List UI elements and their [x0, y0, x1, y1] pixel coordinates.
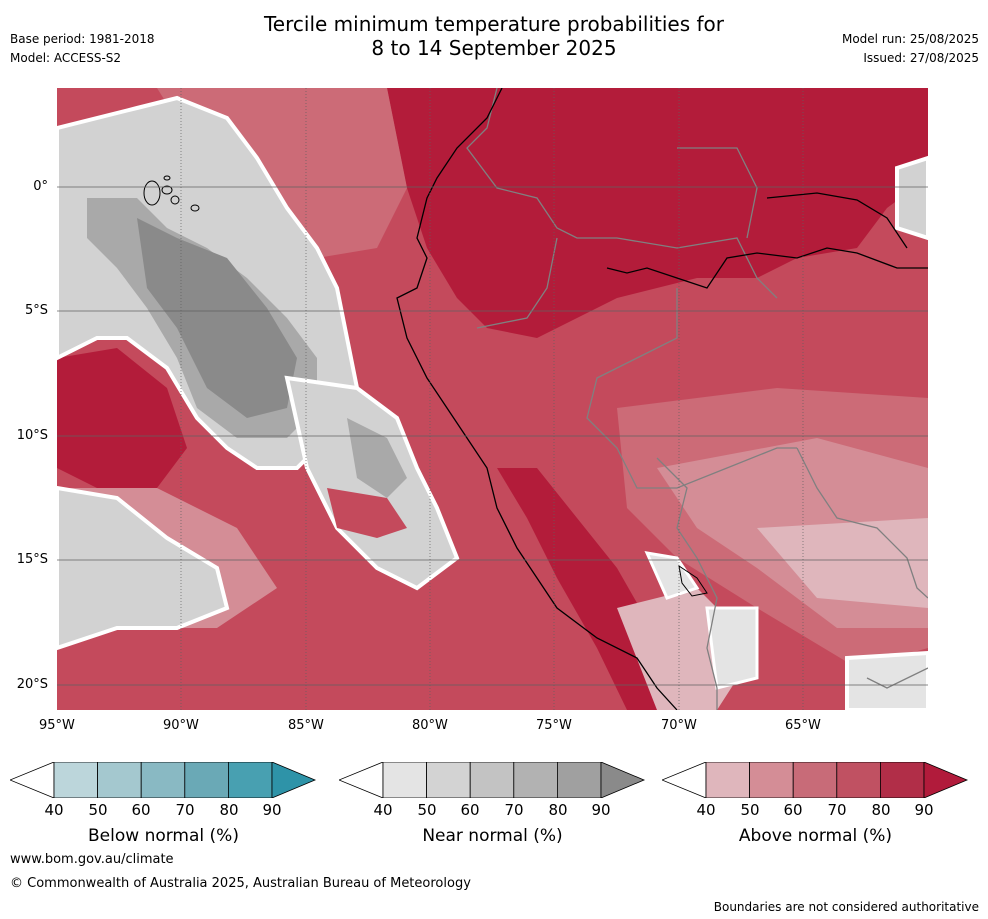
colorbar-near-label: Near normal (%) [422, 826, 563, 846]
cb-below-tick: 50 [88, 801, 108, 819]
amazon-river [606, 247, 928, 289]
boundary-peru-brazil [586, 288, 797, 489]
cb-near-tick: 70 [504, 801, 524, 819]
lon-label-85w: 85°W [288, 718, 324, 733]
bom-url[interactable]: www.bom.gov.au/climate [10, 852, 174, 867]
colorbar-below-ticks: 40 50 60 70 80 90 [10, 801, 317, 821]
lat-label-5s: 5°S [24, 303, 48, 318]
colorbar-above-label: Above normal (%) [738, 826, 893, 846]
probability-map [57, 88, 928, 710]
cb-above-tick: 40 [696, 801, 716, 819]
colorbar-below-normal [8, 761, 317, 799]
lon-label-95w: 95°W [39, 718, 75, 733]
lon-label-80w: 80°W [412, 718, 448, 733]
colorbar-swatch [426, 761, 471, 799]
colorbar-swatch [513, 761, 558, 799]
colorbar-above-normal [660, 761, 969, 799]
boundary-peru-bolivia [656, 457, 718, 689]
colorbar-swatch [469, 761, 515, 799]
colorbar-near-ticks: 40 50 60 70 80 90 [339, 801, 646, 821]
above-90-west [57, 348, 187, 488]
colorbar-swatch [227, 761, 273, 799]
model-run: Model run: 25/08/2025 [841, 32, 979, 46]
colorbar-max-extend [600, 761, 646, 799]
above-90-region-ne [387, 88, 928, 338]
colorbar-min-extend [660, 761, 707, 799]
cb-below-tick: 80 [219, 801, 239, 819]
colorbar-swatch [879, 761, 925, 799]
cb-below-tick: 60 [131, 801, 151, 819]
colorbar-swatch [749, 761, 794, 799]
colorbar-max-extend [923, 761, 969, 799]
near-normal-bolivia [705, 606, 759, 690]
title-line-2: 8 to 14 September 2025 [371, 36, 617, 60]
map-title: Tercile minimum temperature probabilitie… [0, 12, 988, 60]
issued-date: Issued: 27/08/2025 [863, 51, 979, 65]
base-period: Base period: 1981-2018 [10, 32, 155, 46]
colorbar-max-extend [271, 761, 317, 799]
colorbar-swatch [97, 761, 142, 799]
cb-above-tick: 70 [827, 801, 847, 819]
model-name: Model: ACCESS-S2 [10, 51, 122, 65]
colorbar-min-extend [8, 761, 55, 799]
colorbar-swatch [382, 761, 427, 799]
cb-near-tick: 90 [591, 801, 611, 819]
cb-above-tick: 50 [740, 801, 760, 819]
boundary-bolivia-brazil [796, 447, 928, 599]
lon-label-75w: 75°W [536, 718, 572, 733]
cb-near-tick: 50 [417, 801, 437, 819]
colorbar-below-label: Below normal (%) [88, 826, 239, 846]
boundary-venezuela [677, 147, 758, 239]
rio-negro [766, 192, 908, 249]
colorbar-swatch [705, 761, 750, 799]
cb-near-tick: 80 [548, 801, 568, 819]
colorbar-swatch [140, 761, 186, 799]
above-50-interior [757, 518, 928, 608]
lon-label-90w: 90°W [163, 718, 199, 733]
lat-label-20s: 20°S [16, 677, 48, 692]
galapagos-islands [143, 175, 200, 212]
cb-below-tick: 90 [262, 801, 282, 819]
copyright: © Commonwealth of Australia 2025, Austra… [10, 876, 471, 891]
colorbar-min-extend [337, 761, 384, 799]
near-70-central [347, 418, 407, 498]
cb-above-tick: 80 [871, 801, 891, 819]
near-80-region [137, 218, 297, 418]
lat-label-15s: 15°S [16, 552, 48, 567]
above-80-band [597, 318, 928, 398]
cb-below-tick: 40 [44, 801, 64, 819]
cb-near-tick: 60 [460, 801, 480, 819]
colorbar-near-swatches [337, 761, 646, 799]
colorbar-above-ticks: 40 50 60 70 80 90 [662, 801, 969, 821]
lon-label-70w: 70°W [661, 718, 697, 733]
boundary-ecuador [476, 237, 558, 329]
near-normal-region-se [845, 650, 928, 710]
map-gridlines-lat [57, 186, 928, 686]
title-line-1: Tercile minimum temperature probabilitie… [263, 12, 725, 36]
lon-label-65w: 65°W [785, 718, 821, 733]
near-normal-region-ne [895, 155, 928, 241]
near-normal-region-sw [57, 485, 230, 651]
colorbar-swatch [184, 761, 229, 799]
colorbar-below-swatches [8, 761, 317, 799]
colorbar-swatch [556, 761, 602, 799]
disclaimer: Boundaries are not considered authoritat… [713, 900, 979, 914]
colorbar-above-swatches [660, 761, 969, 799]
boundary-north [466, 88, 778, 299]
above-80-inset [327, 488, 407, 538]
colorbar-swatch [836, 761, 881, 799]
cb-above-tick: 90 [914, 801, 934, 819]
coastline [396, 88, 678, 710]
colorbar-near-normal [337, 761, 646, 799]
boundary-paraguay [866, 667, 928, 689]
colorbar-swatch [53, 761, 98, 799]
cb-near-tick: 40 [373, 801, 393, 819]
lat-label-0: 0° [33, 179, 48, 194]
lake-titicaca [678, 564, 708, 597]
cb-above-tick: 60 [783, 801, 803, 819]
lat-label-10s: 10°S [16, 428, 48, 443]
colorbar-swatch [792, 761, 838, 799]
cb-below-tick: 70 [175, 801, 195, 819]
